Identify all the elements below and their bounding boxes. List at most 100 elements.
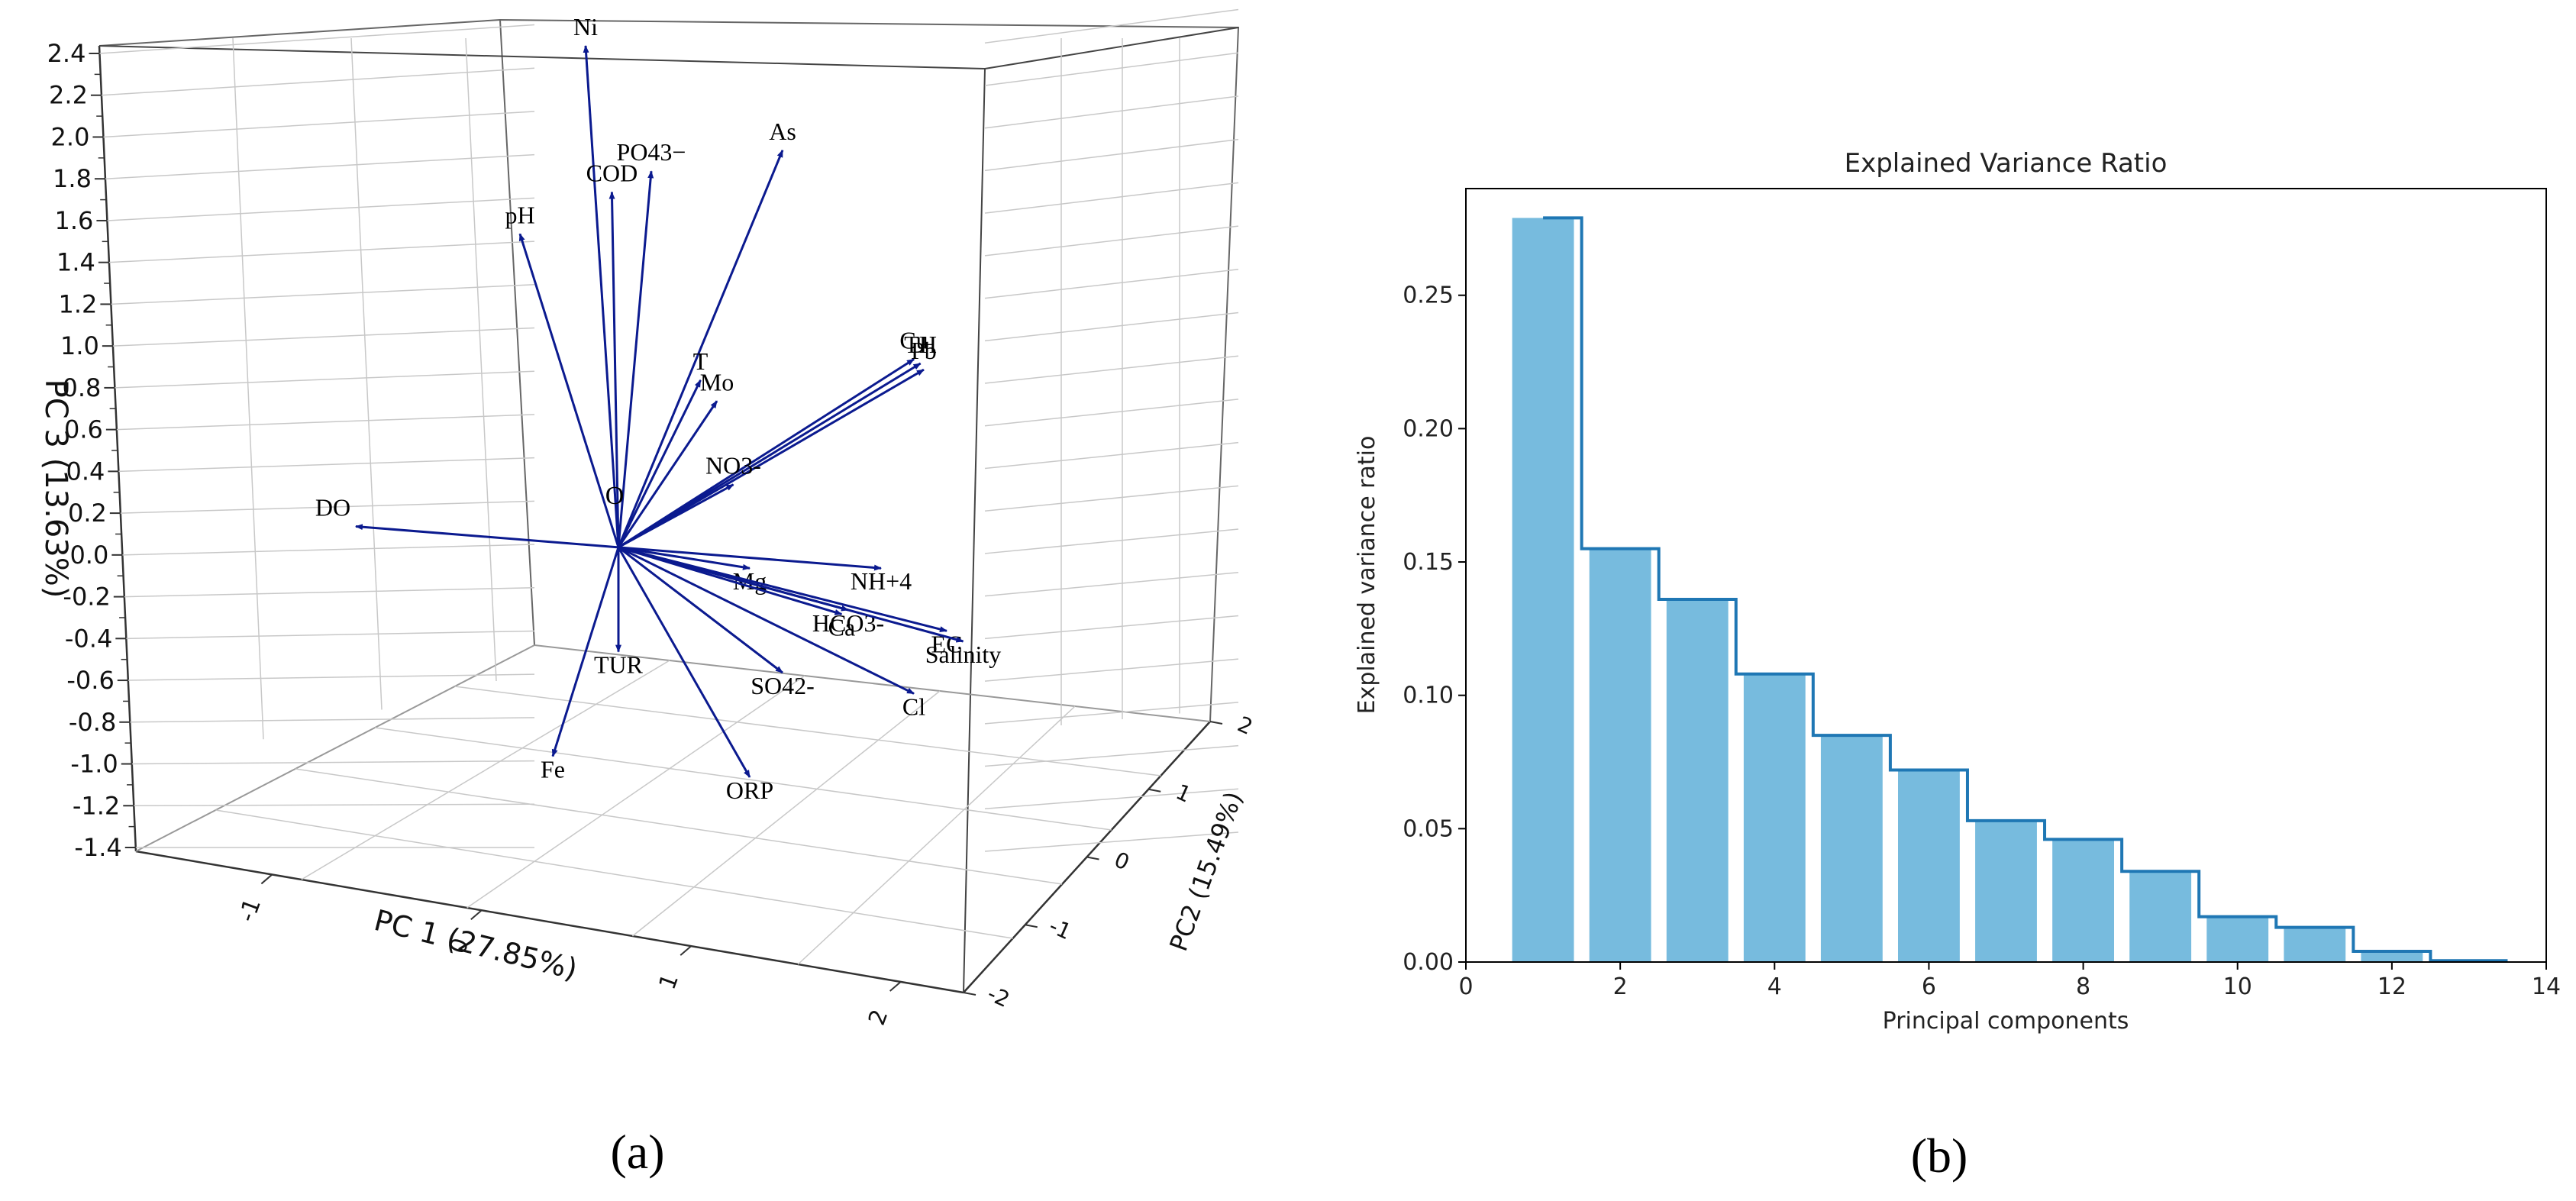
grid-line-floor xyxy=(631,690,941,937)
grid-line-right xyxy=(984,441,1239,470)
grid-line-floor xyxy=(466,675,805,909)
loading-label: Salinity xyxy=(925,641,1002,668)
z-tick-label: -1.2 xyxy=(73,791,120,820)
loading-label: As xyxy=(769,118,796,145)
z-tick-label: -0.2 xyxy=(63,583,110,612)
variance-bar xyxy=(2361,951,2423,962)
loading-arrow xyxy=(608,191,620,547)
x-tick-mark xyxy=(889,981,902,992)
grid-line-left xyxy=(131,760,535,765)
z-tick-label: 0.8 xyxy=(62,373,101,402)
grid-line-right xyxy=(984,702,1239,725)
variance-bar xyxy=(2129,871,2192,962)
y-tick-label: 0.25 xyxy=(1403,282,1454,309)
loading-arrow xyxy=(617,170,654,547)
z-tick-label: 2.2 xyxy=(49,81,88,110)
grid-line-right xyxy=(984,95,1239,129)
loading-arrow xyxy=(618,368,925,549)
loading-arrow xyxy=(618,546,783,674)
variance-bar xyxy=(1898,770,1960,962)
y-axis-label: PC2 (15.49%) xyxy=(1164,788,1248,955)
loading-label: Ni xyxy=(573,13,598,40)
grid-line-right xyxy=(984,182,1239,214)
loading-label: SO42- xyxy=(751,672,815,699)
variance-bar xyxy=(2052,839,2114,962)
loading-label: HCO3- xyxy=(812,609,884,637)
variance-bar xyxy=(1589,548,1651,962)
variance-bar xyxy=(2284,927,2346,962)
grid-line-floor xyxy=(797,705,1076,965)
z-tick-label: 2.0 xyxy=(51,122,90,151)
loading-arrow xyxy=(618,546,751,570)
grid-line-right xyxy=(984,485,1239,512)
grid-line-left xyxy=(126,630,535,640)
z-tick-label: 1.4 xyxy=(56,248,95,277)
loading-arrow xyxy=(355,524,619,549)
x-tick-label: 4 xyxy=(1767,973,1782,1000)
loading-arrow xyxy=(618,358,915,549)
loading-label: T xyxy=(693,347,709,375)
y-tick-mark xyxy=(1086,856,1099,860)
z-axis-label: PC 3 (13.63%) xyxy=(38,379,73,599)
grid-line-floor xyxy=(295,768,1063,885)
grid-line-right xyxy=(984,52,1239,86)
loading-arrow xyxy=(617,400,718,548)
loading-label: Ca xyxy=(828,613,856,641)
grid-line-left xyxy=(101,67,535,96)
y-tick-mark xyxy=(1148,788,1161,793)
x-tick-label: 10 xyxy=(2223,973,2252,1000)
z-tick-label: 1.2 xyxy=(59,289,98,318)
z-tick-label: -0.8 xyxy=(69,708,116,737)
y-tick-label: 1 xyxy=(1172,779,1195,807)
x-tick-mark xyxy=(260,873,273,885)
z-tick-label: -0.4 xyxy=(65,624,112,653)
loading-label: TH xyxy=(904,331,937,358)
x-tick-label: 8 xyxy=(2076,973,2090,1000)
grid-line-right xyxy=(984,528,1239,554)
y-tick-label: 2 xyxy=(1234,712,1257,740)
grid-line-left xyxy=(107,197,535,221)
panel-a-label: (a) xyxy=(610,1125,664,1179)
grid-line-right xyxy=(984,8,1239,44)
loading-arrow xyxy=(617,379,702,548)
grid-line-floor xyxy=(215,809,1013,939)
explained-variance-chart: Explained Variance Ratio 0 2 4 6 8 10 12 14 0.0… xyxy=(1354,148,2561,1183)
loading-label: Mo xyxy=(700,368,734,395)
loading-label: TUR xyxy=(594,651,644,679)
grid-line-floor xyxy=(301,660,670,880)
x-tick-label: -1 xyxy=(234,895,266,925)
plot-frame xyxy=(1465,188,2547,963)
grid-line-right xyxy=(984,355,1239,384)
y-tick-label: 0.00 xyxy=(1403,949,1454,976)
grid-line-left xyxy=(105,153,535,179)
loading-arrow xyxy=(617,547,751,778)
x-tick-label: 14 xyxy=(2532,973,2561,1000)
loading-label: Pb xyxy=(911,337,937,364)
grid-line-right xyxy=(984,571,1239,597)
y-tick-label: -2 xyxy=(983,981,1013,1013)
grid-line-right xyxy=(984,658,1239,682)
z-tick-label: 2.4 xyxy=(47,39,86,68)
y-tick-mark xyxy=(1025,924,1038,928)
grid-line-left xyxy=(112,327,535,347)
grid-line-vertical xyxy=(232,37,264,740)
x-tick-label: 0 xyxy=(1458,973,1473,1000)
y-axis-ticks: 0.00 0.05 0.10 0.15 0.20 0.25 xyxy=(1403,282,1466,976)
grid-line-left xyxy=(120,500,535,514)
cumulative-step-line xyxy=(1543,216,2508,963)
y-tick-mark xyxy=(963,992,976,996)
loading-arrow xyxy=(518,233,620,548)
variance-bar xyxy=(1975,820,2037,962)
3d-grid-lines xyxy=(99,8,1239,965)
grid-line-floor xyxy=(454,686,1161,776)
y-tick-label: 0.15 xyxy=(1403,549,1454,576)
x-tick-mark xyxy=(470,909,483,921)
z-tick-label: 0.2 xyxy=(68,499,107,528)
variance-bar xyxy=(1820,735,1883,962)
loading-label: Cl xyxy=(902,693,925,720)
loading-arrow xyxy=(618,362,922,549)
grid-line-right xyxy=(984,615,1239,640)
grid-line-floor xyxy=(375,727,1112,831)
x-tick-label: 1 xyxy=(654,970,684,993)
